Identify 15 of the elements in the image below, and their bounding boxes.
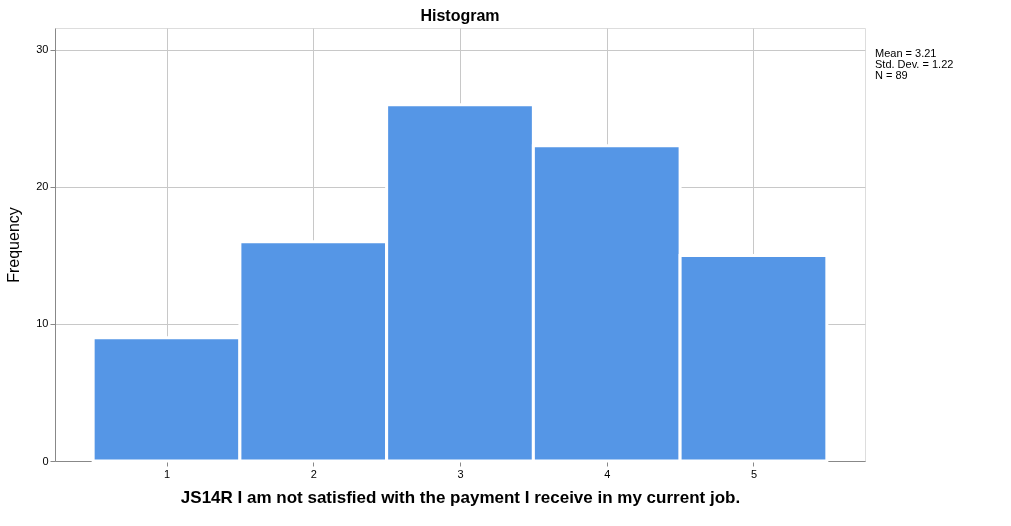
y-tick-label: 30 bbox=[36, 43, 49, 56]
x-axis-title: JS14R I am not satisfied with the payment I receive in my current job. bbox=[180, 487, 741, 507]
x-tick-label: 4 bbox=[604, 467, 611, 480]
x-tick-label: 1 bbox=[163, 467, 171, 480]
chart-title: Histogram bbox=[420, 7, 500, 24]
y-tick-label: 20 bbox=[36, 180, 49, 193]
y-axis-title: Frequency bbox=[5, 207, 23, 283]
x-tick-label: 5 bbox=[750, 467, 758, 480]
text: Std. Dev. = 1.22 bbox=[875, 58, 954, 70]
x-tick-label: 2 bbox=[310, 467, 317, 480]
y-tick-label: 10 bbox=[36, 317, 49, 330]
y-tick-label: 0 bbox=[42, 454, 49, 467]
text: Mean = 3.21 bbox=[875, 47, 937, 59]
x-tick-label: 3 bbox=[457, 467, 464, 480]
text: N = 89 bbox=[875, 69, 908, 81]
